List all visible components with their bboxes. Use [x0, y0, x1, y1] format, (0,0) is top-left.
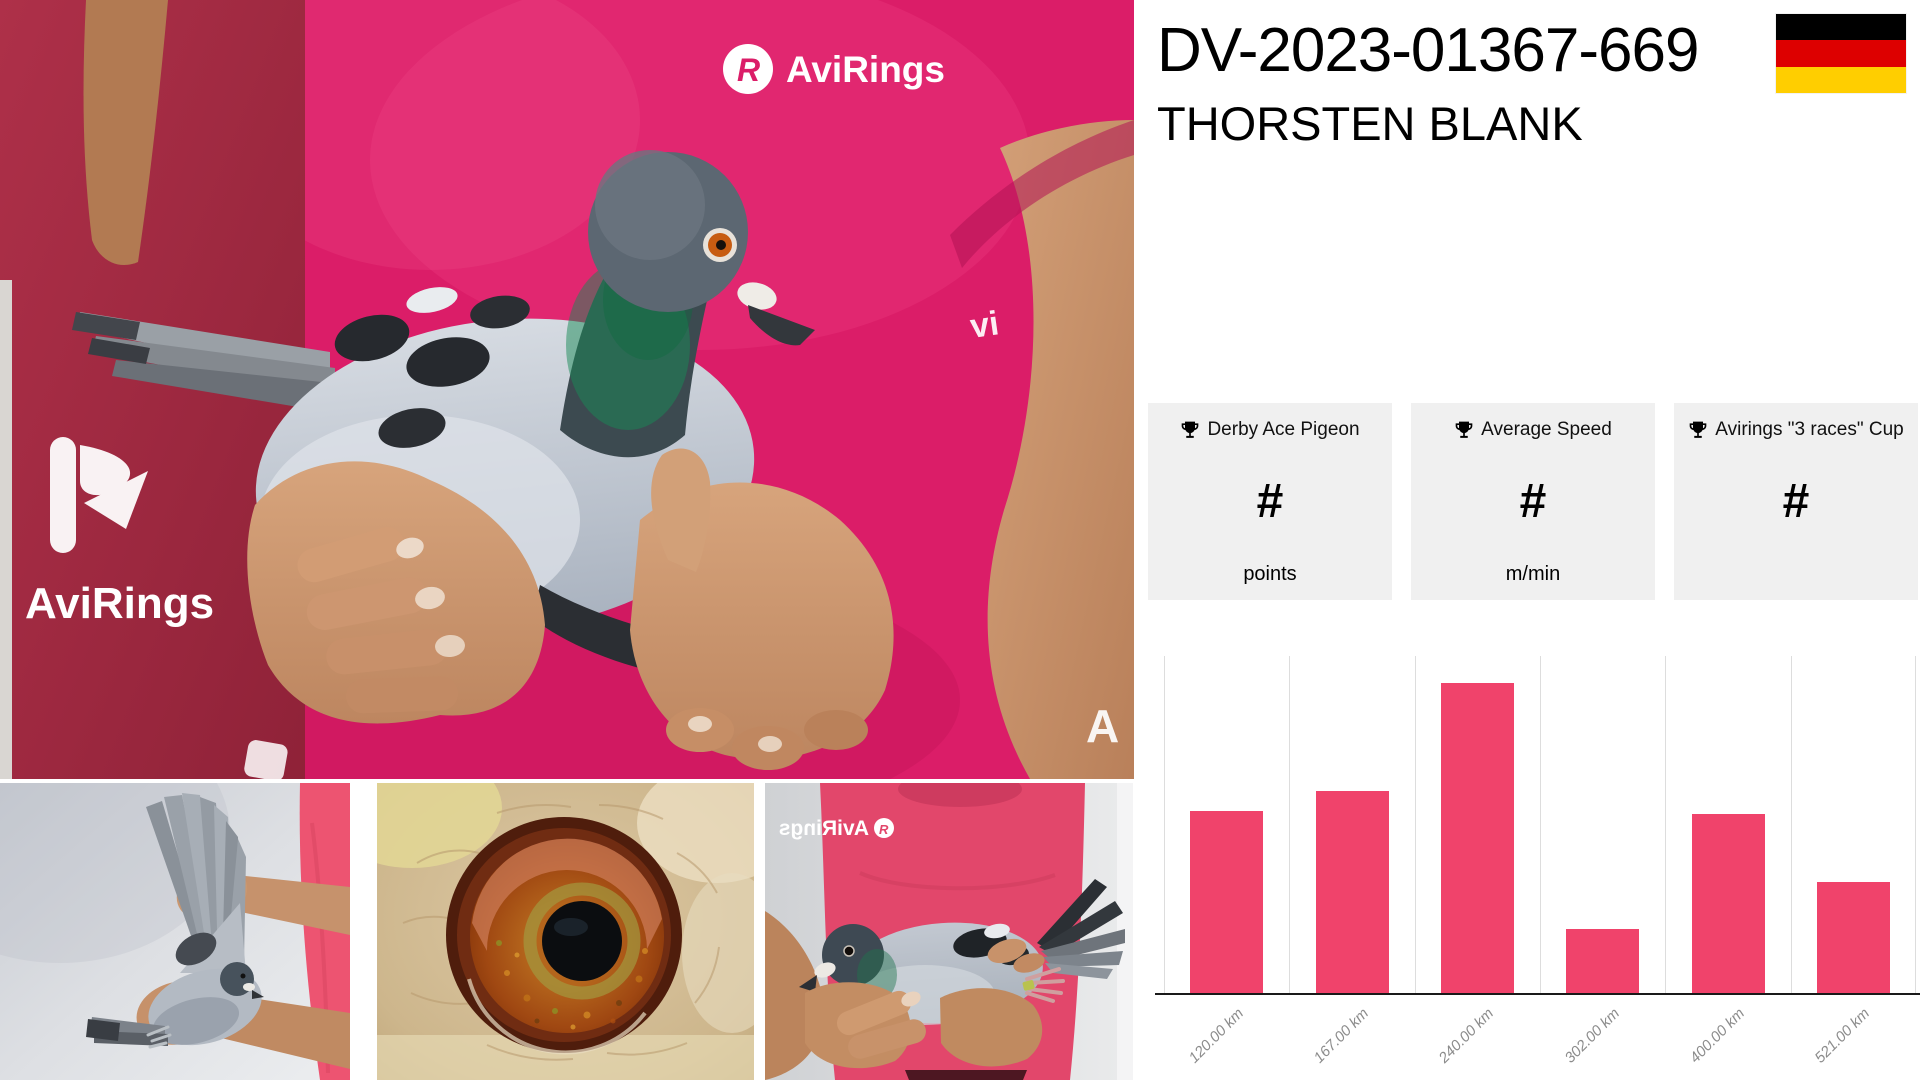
pigeon-tail	[72, 312, 340, 414]
stat-card-unit: m/min	[1505, 563, 1561, 585]
chart-x-axis-line	[1155, 993, 1920, 995]
shirt-logo-text: AviRings	[786, 49, 945, 90]
germany-flag-icon	[1776, 14, 1906, 93]
stat-card-unit: points	[1243, 563, 1297, 585]
pigeon-side-hold-photo: AviRings R	[765, 783, 1133, 1080]
shirt-logo: R AviRings	[723, 44, 945, 94]
chart-gridline	[1164, 656, 1165, 993]
left-arm	[83, 0, 168, 266]
wing-spread-photo	[0, 783, 350, 1080]
dark-shorts	[905, 1070, 1027, 1080]
shirt-logo-mark: R	[737, 52, 760, 88]
holding-hands	[805, 938, 1045, 1069]
iris-speckles	[496, 940, 648, 1030]
mirrored-logo-mark: R	[879, 822, 889, 837]
chart-gridline	[1540, 656, 1541, 993]
upper-arm	[224, 875, 350, 935]
trophy-icon	[1182, 421, 1199, 438]
stat-card-label: Derby Ace Pigeon	[1207, 419, 1360, 440]
shirt-print-fragment-a: A	[1086, 700, 1119, 752]
stat-card-avirings-3-races-cup: Avirings "3 races" Cup #	[1674, 403, 1918, 600]
ring-id-title: DV-2023-01367-669	[1157, 16, 1699, 85]
left-hand	[247, 461, 546, 724]
chart-bar-120.00 km	[1190, 811, 1263, 993]
banner-logo-text: AviRings	[25, 579, 214, 628]
leg-ring	[1022, 980, 1035, 991]
stat-card-derby-ace-pigeon: Derby Ace Pigeon # points	[1148, 403, 1392, 600]
pigeon-feet	[1025, 967, 1065, 1003]
mirrored-logo-text: AviRings	[779, 817, 869, 840]
trophy-icon	[1455, 421, 1473, 438]
main-pigeon-photo-illustration: AviRings	[0, 0, 1134, 779]
stat-card-average-speed: Average Speed # m/min	[1411, 403, 1655, 600]
pigeon-cere	[737, 282, 777, 310]
pigeon-beak	[748, 305, 815, 346]
spread-wing	[146, 793, 246, 973]
trophy-icon	[1689, 421, 1707, 438]
eye-photo-illustration	[377, 783, 754, 1080]
stat-card-value: #	[1519, 475, 1547, 528]
chart-bar-240.00 km	[1441, 683, 1514, 993]
wing-photo-illustration	[0, 783, 350, 1080]
stat-card-label: Average Speed	[1481, 419, 1612, 440]
chart-gridline	[1665, 656, 1666, 993]
shirt-print-fragment-vi: vi	[968, 304, 1001, 346]
chart-gridline	[1289, 656, 1290, 993]
chart-gridline	[1415, 656, 1416, 993]
chart-gridline	[1915, 656, 1916, 993]
eye-pupil	[542, 901, 622, 981]
pigeon-eye	[446, 817, 682, 1055]
stat-card-label: Avirings "3 races" Cup	[1715, 419, 1904, 440]
right-forearm	[950, 120, 1134, 779]
mirrored-shirt-logo: AviRings R	[779, 817, 894, 840]
stat-card-value: #	[1782, 475, 1810, 528]
chart-bar-167.00 km	[1316, 791, 1389, 993]
flag-stripe-gold	[1776, 66, 1906, 93]
eye-closeup-photo	[377, 783, 754, 1080]
chart-gridline	[1791, 656, 1792, 993]
pink-sleeve	[299, 783, 350, 1080]
owner-name: THORSTEN BLANK	[1157, 97, 1583, 150]
race-distances-bar-chart: 120.00 km 167.00 km 240.00 km 302.00 km 400.…	[1155, 656, 1920, 1067]
chart-bar-302.00 km	[1566, 929, 1639, 993]
flag-stripe-black	[1776, 14, 1906, 41]
chart-bar-400.00 km	[1692, 814, 1765, 993]
banner-logo-mark	[50, 437, 148, 553]
right-hand	[630, 448, 894, 770]
wing-pigeon-body	[86, 962, 264, 1049]
flag-stripe-red	[1776, 40, 1906, 67]
chart-bar-521.00 km	[1817, 882, 1890, 993]
main-pigeon-photo: AviRings	[0, 0, 1134, 779]
hold-photo-illustration: AviRings R	[765, 783, 1133, 1080]
pigeon-head	[560, 150, 815, 458]
stat-card-value: #	[1256, 475, 1284, 528]
shirt-logo-circle	[723, 44, 773, 94]
